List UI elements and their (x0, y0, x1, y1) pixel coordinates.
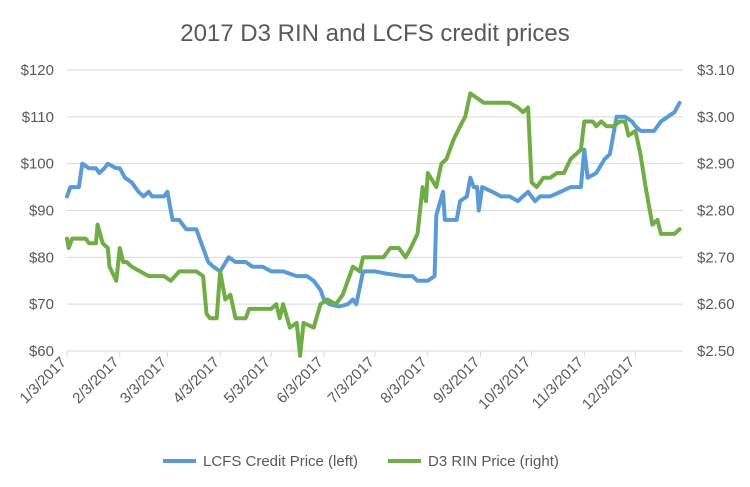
left-tick-label: $60 (29, 343, 54, 360)
right-y-axis: $2.50 $2.60 $2.70 $2.80 $2.90 $3.00 $3.10 (697, 62, 735, 360)
right-tick-label: $2.70 (697, 249, 735, 266)
left-tick-label: $70 (29, 296, 54, 313)
x-tick-label: 11/3/2017 (529, 354, 587, 412)
gridlines (67, 69, 683, 352)
right-tick-label: $2.90 (697, 156, 735, 173)
x-tick-label: 1/3/2017 (17, 354, 70, 407)
legend: LCFS Credit Price (left) D3 RIN Price (ri… (163, 453, 559, 470)
legend-label: D3 RIN Price (right) (428, 453, 559, 470)
x-tick-label: 3/3/2017 (117, 354, 170, 407)
right-tick-label: $2.80 (697, 203, 735, 220)
left-tick-label: $120 (21, 62, 54, 79)
left-y-axis: $60 $70 $80 $90 $100 $110 $120 (21, 62, 54, 360)
d3-rin-series-line (65, 91, 682, 358)
x-tick-label: 10/3/2017 (475, 354, 534, 413)
x-tick-label: 7/3/2017 (325, 354, 378, 407)
right-tick-label: $2.60 (697, 296, 735, 313)
right-tick-label: $2.50 (697, 343, 735, 360)
x-tick-label: 2/3/2017 (69, 354, 122, 407)
x-tick-label: 5/3/2017 (221, 354, 274, 407)
left-tick-label: $100 (21, 156, 54, 173)
right-tick-label: $3.00 (697, 109, 735, 126)
chart-title: 2017 D3 RIN and LCFS credit prices (180, 20, 570, 47)
right-tick-label: $3.10 (697, 62, 735, 79)
x-tick-label: 6/3/2017 (273, 354, 326, 407)
x-tick-label: 12/3/2017 (579, 354, 638, 413)
series-lines (65, 91, 682, 358)
x-tick-label: 4/3/2017 (170, 354, 223, 407)
legend-label: LCFS Credit Price (left) (203, 453, 358, 470)
x-tick-label: 9/3/2017 (430, 354, 483, 407)
left-tick-label: $110 (22, 109, 54, 126)
left-tick-label: $90 (29, 203, 54, 220)
lcfs-series-line (65, 100, 682, 309)
left-tick-label: $80 (29, 249, 54, 266)
x-tick-label: 8/3/2017 (377, 354, 430, 407)
